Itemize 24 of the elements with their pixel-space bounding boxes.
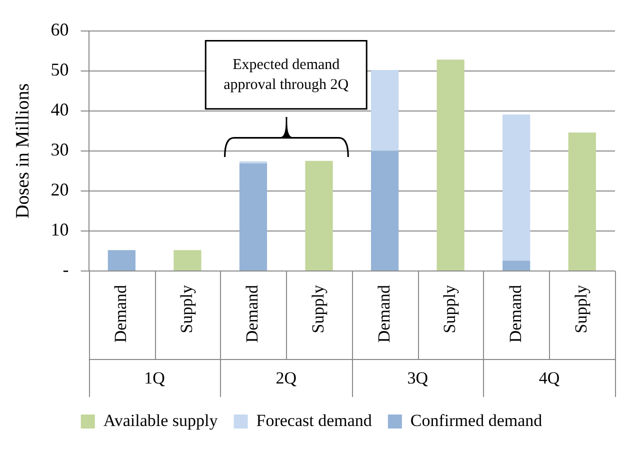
x-tick-label: Supply [308,284,328,334]
x-tick-label: Supply [176,284,196,334]
legend-label: Confirmed demand [410,410,543,430]
y-tick-label: 40 [50,100,69,120]
y-tick-label: 30 [50,140,69,160]
legend-label: Forecast demand [256,410,372,430]
x-tick-label: Demand [506,284,525,343]
x-tick-label: Supply [440,284,460,334]
x-tick-label: Supply [572,284,591,334]
annotation: Expected demand approval through 2Q [224,56,349,93]
y-tick-label: 60 [50,20,69,40]
text: 3Q [407,368,428,388]
text: 2Q [276,368,297,388]
text: 4Q [538,368,560,388]
legend-label: Available supply [103,410,218,430]
y-tick-label: - [62,260,69,280]
x-tick-label: Demand [242,284,262,343]
x-tick-label: Demand [374,284,394,343]
text: 1Q [144,368,165,388]
y-axis-title: Doses in Millions [12,83,34,218]
y-tick-label: 10 [50,220,69,240]
y-tick-label: 50 [50,60,69,80]
y-tick-label: 20 [50,180,69,200]
x-tick-label: Demand [111,284,130,343]
